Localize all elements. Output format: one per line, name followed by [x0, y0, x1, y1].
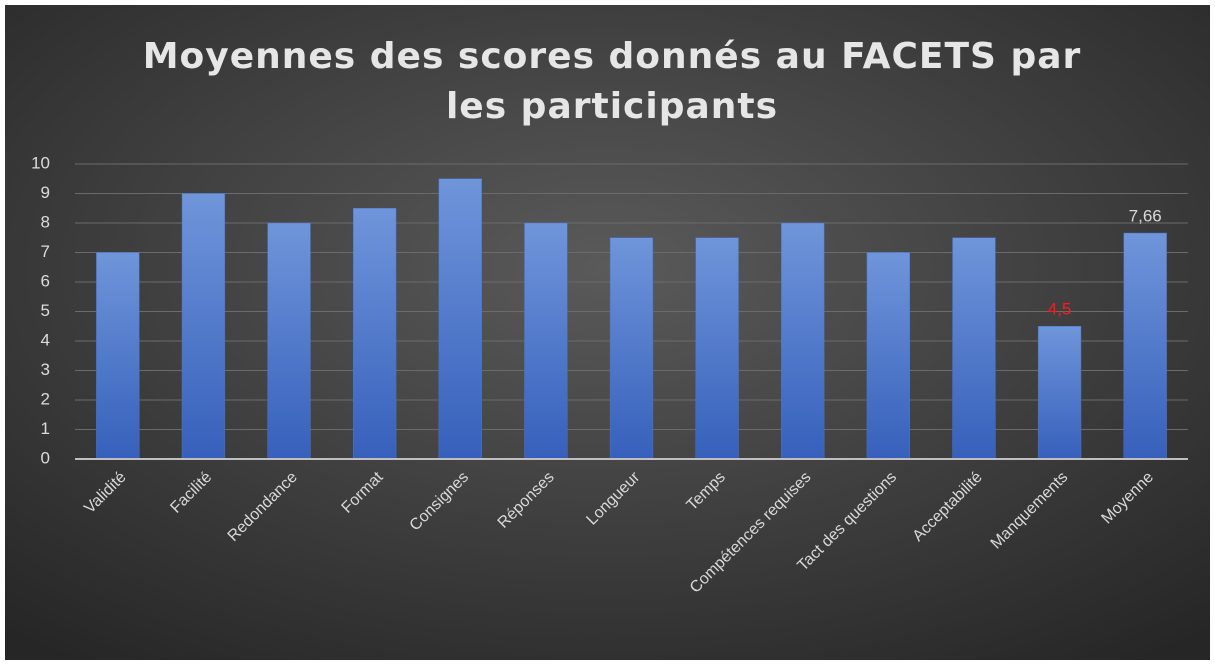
- bar: [1123, 232, 1167, 460]
- y-tick-label: 8: [41, 212, 50, 231]
- bar: [438, 178, 482, 460]
- bar: [952, 237, 996, 460]
- bar: [96, 252, 140, 460]
- y-tick-label: 5: [41, 301, 50, 320]
- bar: [609, 237, 654, 460]
- y-tick-label: 4: [41, 330, 50, 349]
- y-tick-label: 6: [41, 271, 50, 290]
- bar: [1037, 326, 1082, 460]
- y-tick-label: 1: [41, 419, 50, 438]
- bar: [781, 222, 825, 460]
- bar: [267, 222, 311, 460]
- bar: [524, 222, 568, 460]
- bar: [181, 193, 226, 460]
- bar: [353, 208, 397, 460]
- bar: [695, 237, 739, 460]
- y-tick-label: 0: [41, 448, 50, 467]
- y-tick-label: 9: [41, 183, 50, 202]
- y-tick-label: 7: [41, 242, 50, 261]
- data-label: 7,66: [1129, 207, 1162, 226]
- chart-title: Moyennes des scores donnés au FACETS par…: [143, 36, 1082, 127]
- y-tick-label: 3: [41, 360, 50, 379]
- y-tick-label: 2: [41, 389, 50, 408]
- y-tick-label: 10: [31, 153, 50, 172]
- bar: [866, 252, 911, 460]
- data-label: 4,5: [1048, 300, 1072, 319]
